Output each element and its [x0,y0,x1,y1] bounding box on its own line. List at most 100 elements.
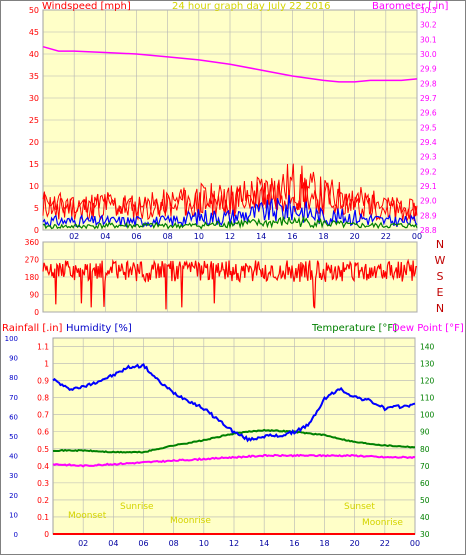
x-tick-label: 22 [380,539,390,548]
temperature-tick-label: 130 [420,360,435,369]
moonset-label: Moonset [68,511,107,521]
humidity-tick-label: 80 [9,374,18,382]
barometer-tick-label: 28.9 [420,211,437,220]
direction-tick-label: 270 [25,256,40,265]
barometer-tick-label: 29.7 [420,94,437,103]
humidity-tick-label: 40 [9,453,18,461]
x-tick-label: 10 [194,232,204,241]
temperature-tick-label: 90 [420,428,430,437]
temperature-tick-label: 100 [420,411,435,420]
sunrise-label: Sunrise [120,502,154,512]
wind-tick-label: 15 [29,160,39,169]
barometer-tick-label: 29.1 [420,182,437,191]
barometer-tick-label: 29.0 [420,197,437,206]
x-tick-label: 10 [199,539,209,548]
header-right-label: Barometer [.in] [372,1,448,12]
rain-tick-label: 0.2 [37,496,49,505]
compass-label-n: N [436,302,444,315]
barometer-tick-label: 30.1 [420,35,437,44]
compass-label-w: W [435,254,446,267]
wind-tick-label: 45 [29,28,39,37]
barometer-tick-label: 29.9 [420,65,437,74]
rain-tick-label: 0.6 [37,428,49,437]
humidity-line [52,362,416,443]
barometer-tick-label: 30.2 [420,21,437,30]
wind-low-line [42,215,418,230]
x-tick-label: 22 [381,232,391,241]
x-tick-label: 02 [69,232,79,241]
x-tick-label: 12 [225,232,235,241]
temperature-tick-label: 50 [420,496,430,505]
rain-tick-label: 1 [44,360,49,369]
header-center-label: 24 hour graph day July 22 2016 [172,1,331,12]
moonrise-label: Moonrise [170,516,211,526]
temperature-tick-label: 80 [420,445,430,454]
x-tick-label: 02 [78,539,88,548]
wind-gust-line-2 [42,174,418,222]
rain-tick-label: 0.1 [37,513,49,522]
humidity-label: Humidity [%] [66,323,132,334]
barometer-tick-label: 30.3 [420,6,437,15]
temperature-tick-label: 40 [420,513,430,522]
direction-tick-label: 360 [25,238,40,247]
direction-tick-label: 0 [34,308,39,317]
x-tick-label: 16 [289,539,299,548]
temperature-label: Temperature [°F] [311,323,397,334]
bottom-grid [53,338,416,535]
x-tick-label: 18 [319,539,329,548]
barometer-tick-label: 29.4 [420,138,437,147]
rain-tick-label: 1.1 [37,343,49,352]
x-tick-label: 08 [169,539,179,548]
barometer-tick-label: 30.0 [420,50,437,59]
x-tick-label: 04 [108,539,118,548]
rain-tick-label: 0.4 [37,462,49,471]
humidity-tick-label: 90 [9,355,18,363]
barometer-tick-label: 29.5 [420,123,437,132]
barometer-tick-label: 29.8 [420,79,437,88]
wind-tick-label: 40 [29,50,39,59]
direction-series [42,258,417,310]
wind-direction-line [42,258,417,310]
temperature-tick-label: 140 [420,343,435,352]
rain-tick-label: 0.7 [37,411,49,420]
wind-tick-label: 10 [29,182,39,191]
barometer-tick-label: 29.2 [420,167,437,176]
rain-tick-label: 0.8 [37,394,49,403]
rain-tick-label: 0.9 [37,377,49,386]
humidity-tick-label: 30 [9,472,18,480]
rainfall-label: Rainfall [.in] [2,323,63,334]
wind-tick-label: 5 [34,204,39,213]
header-left-label: Windspeed [mph] [42,1,131,12]
humidity-tick-label: 50 [9,433,18,441]
temperature-tick-label: 70 [420,462,430,471]
barometer-tick-label: 29.6 [420,109,437,118]
wind-tick-label: 30 [29,94,39,103]
humidity-tick-label: 60 [9,413,18,421]
rain-tick-label: 0.5 [37,445,49,454]
compass-label-e: E [437,286,444,299]
x-tick-label: 20 [350,539,360,548]
x-tick-label: 20 [350,232,360,241]
direction-tick-label: 90 [29,291,39,300]
rain-tick-label: 0.3 [37,479,49,488]
compass-label-n: N [436,238,444,251]
temperature-line [52,428,415,454]
top-tick-labels: 0 5 10 15 20 25 30 35 40 45 50 28.8 28.9 29.0 29.1 29.2… [29,6,437,241]
x-tick-label: 06 [138,539,148,548]
x-tick-label: 16 [287,232,297,241]
moonrise-right-label: Moonrise [362,518,403,528]
x-tick-label: 08 [163,232,173,241]
wind-tick-label: 35 [29,72,39,81]
wind-average-line [42,194,418,229]
temperature-tick-label: 30 [420,530,430,539]
temperature-tick-label: 120 [420,377,435,386]
direction-tick-labels: 0 90 180 270 360 [25,238,40,317]
x-tick-label: 14 [256,232,266,241]
wind-tick-label: 20 [29,138,39,147]
top-grid [43,9,418,231]
wind-tick-label: 25 [29,116,39,125]
humidity-tick-label: 10 [9,511,18,519]
wind-tick-label: 50 [29,6,39,15]
